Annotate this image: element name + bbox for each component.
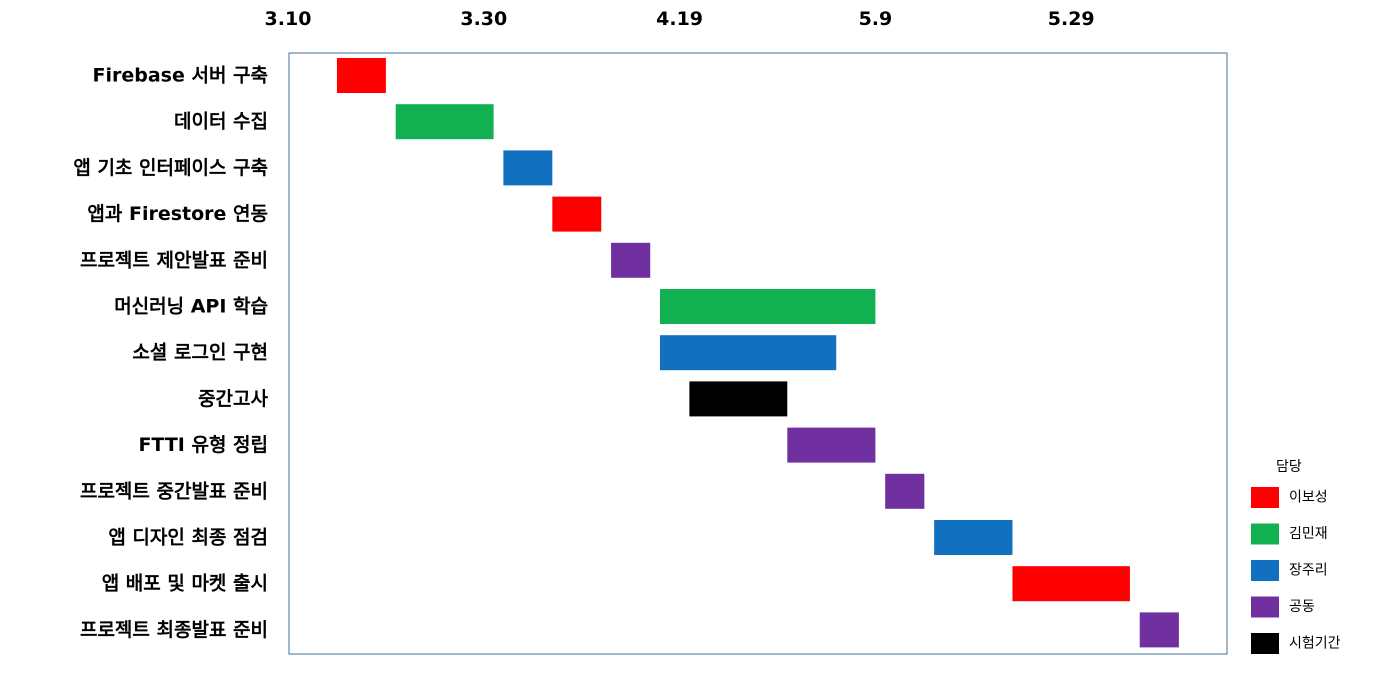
task-label: 소셜 로그인 구현 [132, 342, 268, 364]
legend-label: 장주리 [1289, 563, 1328, 579]
task-bar [787, 427, 876, 463]
task-label: Firebase 서버 구축 [92, 65, 268, 87]
legend-swatch [1251, 633, 1279, 654]
task-label: 앱 배포 및 마켓 출시 [102, 573, 268, 595]
task-bar [660, 289, 876, 324]
legend-label: 김민재 [1289, 526, 1328, 542]
task-bar [934, 520, 1013, 555]
x-tick-label: 5.9 [859, 8, 893, 30]
task-bar [503, 150, 553, 186]
task-bar [1012, 566, 1130, 602]
task-label: 중간고사 [198, 388, 268, 410]
task-bar [395, 104, 494, 140]
task-label: 데이터 수집 [174, 111, 268, 133]
x-axis-ticks: 3.10 3.30 4.19 5.9 5.29 [265, 8, 1095, 30]
x-tick-label: 3.30 [460, 8, 507, 30]
legend-swatch [1251, 487, 1279, 508]
legend-swatch [1251, 596, 1279, 618]
legend-label: 이보성 [1289, 490, 1328, 506]
task-label: 앱 기초 인터페이스 구축 [73, 157, 268, 179]
legend-label: 공동 [1289, 599, 1315, 615]
task-label: 머신러닝 API 학습 [114, 296, 268, 318]
task-bar [689, 381, 788, 417]
legend-swatch [1251, 560, 1279, 581]
task-label: 앱 디자인 최종 점검 [108, 527, 268, 549]
task-label: 프로젝트 제안발표 준비 [80, 249, 268, 271]
task-label: 프로젝트 최종발표 준비 [80, 619, 268, 641]
task-bar [552, 196, 602, 232]
legend-title: 담당 [1276, 459, 1302, 475]
task-bar [336, 58, 386, 93]
legend-label: 시험기간 [1289, 636, 1341, 652]
task-label: 프로젝트 중간발표 준비 [80, 480, 268, 502]
legend-swatch [1251, 523, 1279, 545]
task-bar [611, 242, 651, 278]
task-bar [1139, 612, 1179, 648]
task-label: FTTI 유형 정립 [138, 434, 268, 456]
x-tick-label: 3.10 [265, 8, 312, 30]
x-tick-label: 4.19 [656, 8, 703, 30]
x-tick-label: 5.29 [1048, 8, 1095, 30]
task-label: 앱과 Firestore 연동 [87, 203, 268, 225]
task-bar [885, 473, 925, 509]
task-bar [660, 335, 837, 371]
task-bars [336, 58, 1179, 648]
